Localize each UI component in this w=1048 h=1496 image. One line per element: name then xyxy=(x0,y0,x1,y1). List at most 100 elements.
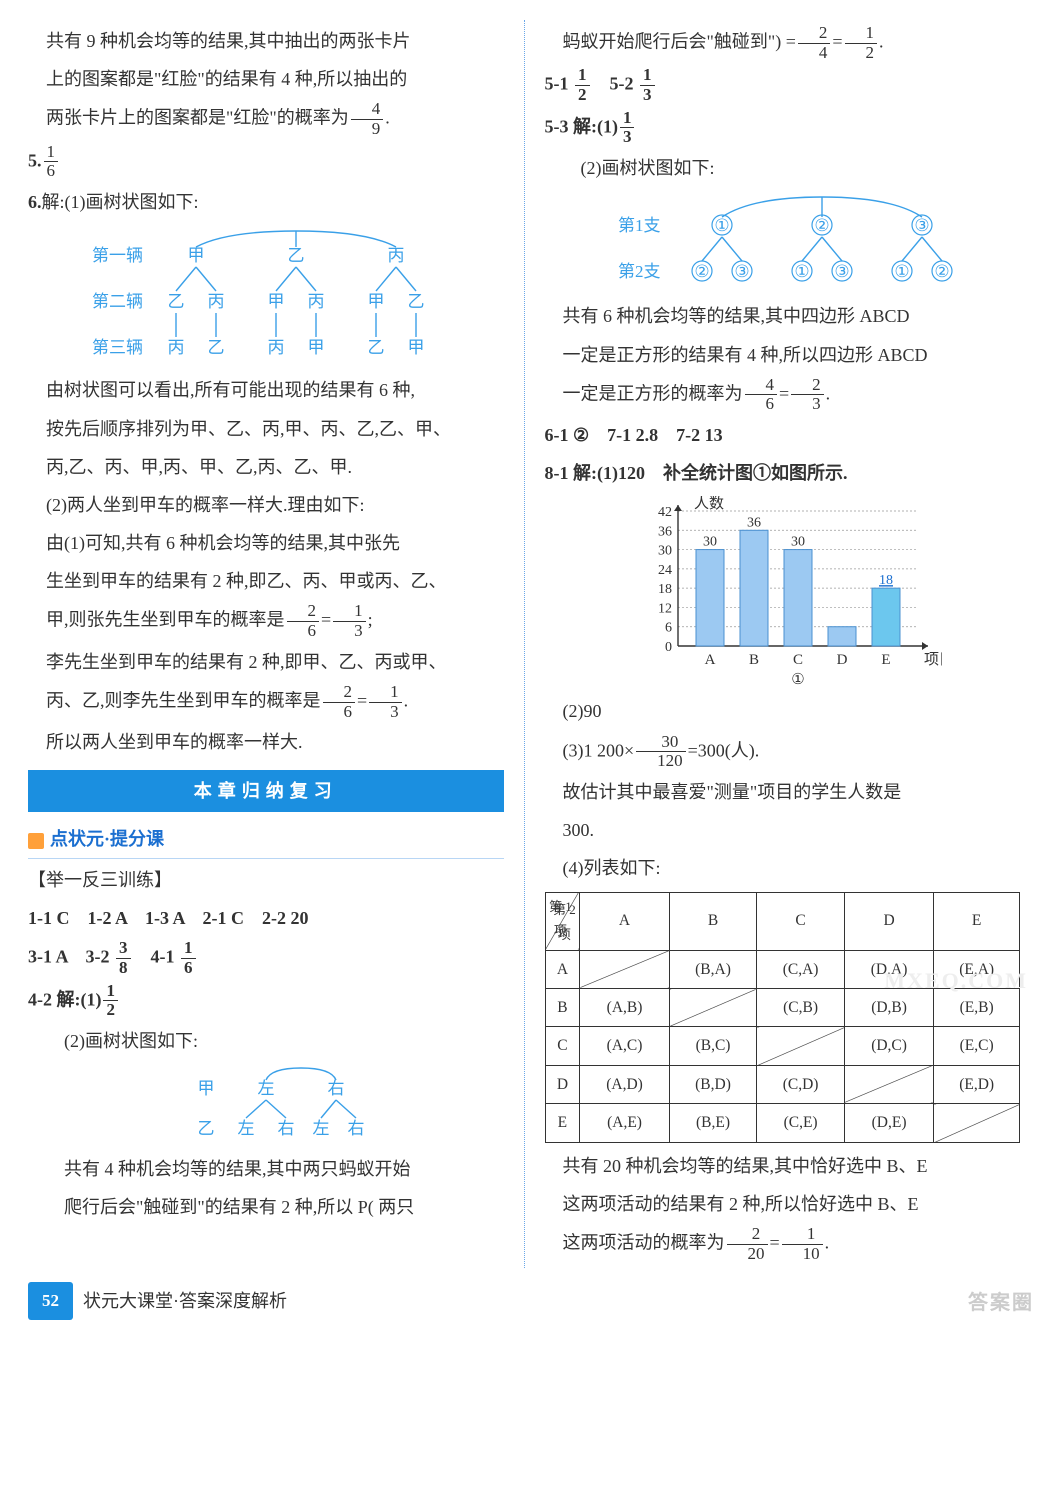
svg-text:①: ① xyxy=(715,216,730,235)
svg-text:甲: 甲 xyxy=(367,292,384,311)
left-column: 共有 9 种机会均等的结果,其中抽出的两张卡片 上的图案都是"红脸"的结果有 4… xyxy=(28,20,504,1268)
text: 由树状图可以看出,所有可能出现的结果有 6 种, xyxy=(28,373,504,407)
svg-text:乙: 乙 xyxy=(367,338,384,357)
bar-chart: 06121824303642人数A30B36C30DE18项目① xyxy=(545,496,1021,686)
text: 甲,则张先生坐到甲车的概率是26=13; xyxy=(28,602,504,640)
text: 这两项活动的概率为220=110. xyxy=(545,1225,1021,1263)
svg-text:乙: 乙 xyxy=(287,246,304,265)
page-footer: 52 状元大课堂·答案深度解析 xyxy=(28,1282,1020,1320)
text: 这两项活动的结果有 2 种,所以恰好选中 B、E xyxy=(545,1187,1021,1221)
answer-row: 8-1 解:(1)120 补全统计图①如图所示. xyxy=(545,456,1021,490)
text: 丙,乙、丙、甲,丙、甲、乙,丙、乙、甲. xyxy=(28,450,504,484)
svg-text:①: ① xyxy=(795,262,810,281)
svg-text:左: 左 xyxy=(257,1079,274,1098)
svg-text:丙: 丙 xyxy=(307,292,324,311)
svg-text:30: 30 xyxy=(703,535,717,550)
text: 蚂蚁开始爬行后会"触碰到") =24=12. xyxy=(545,24,1021,62)
text: (2)两人坐到甲车的概率一样大.理由如下: xyxy=(28,488,504,522)
svg-text:E: E xyxy=(882,652,891,668)
text: 上的图案都是"红脸"的结果有 4 种,所以抽出的 xyxy=(28,62,504,96)
svg-text:丙: 丙 xyxy=(167,338,184,357)
chapter-banner: 本章归纳复习 xyxy=(28,770,504,812)
column-divider xyxy=(524,20,525,1268)
svg-text:左: 左 xyxy=(237,1119,254,1138)
svg-text:右: 右 xyxy=(347,1119,364,1138)
svg-text:甲: 甲 xyxy=(267,292,284,311)
svg-text:甲: 甲 xyxy=(197,1079,214,1098)
answer-row: 3-1 A 3-2 38 4-1 16 xyxy=(28,939,504,977)
answer-row: 1-1 C 1-2 A 1-3 A 2-1 C 2-2 20 xyxy=(28,901,504,935)
svg-text:①: ① xyxy=(792,672,805,686)
svg-text:项目: 项目 xyxy=(924,651,942,668)
svg-text:右: 右 xyxy=(277,1119,294,1138)
watermark: MXEQ.COM xyxy=(884,960,1028,1002)
svg-text:42: 42 xyxy=(658,505,672,520)
svg-text:右: 右 xyxy=(327,1079,344,1098)
svg-text:0: 0 xyxy=(665,640,672,655)
svg-text:C: C xyxy=(793,652,803,668)
svg-text:18: 18 xyxy=(879,574,893,589)
svg-text:甲: 甲 xyxy=(187,246,204,265)
columns: 共有 9 种机会均等的结果,其中抽出的两张卡片 上的图案都是"红脸"的结果有 4… xyxy=(28,20,1020,1268)
right-column: 蚂蚁开始爬行后会"触碰到") =24=12. 5-1 12 5-2 13 5-3… xyxy=(545,20,1021,1268)
tree-svg: 第一辆 第二辆 第三辆 甲 乙 丙 乙 丙 甲 丙 甲 乙 丙 乙 xyxy=(86,225,446,365)
text: (4)列表如下: xyxy=(545,851,1021,885)
svg-text:甲: 甲 xyxy=(307,338,324,357)
answer-row: 5-3 解:(1)13 xyxy=(545,109,1021,147)
answer-row: 5-1 12 5-2 13 xyxy=(545,66,1021,104)
svg-text:24: 24 xyxy=(658,563,672,578)
answer-row: 6-1 ② 7-1 2.8 7-2 13 xyxy=(545,418,1021,452)
tree-diagram-3: 第1支 第2支 ① ② ③ ② ③ ① ③ ① ② xyxy=(545,191,1021,291)
svg-text:D: D xyxy=(837,652,848,668)
text: 李先生坐到甲车的结果有 2 种,即甲、乙、丙或甲、 xyxy=(28,645,504,679)
text: 两张卡片上的图案都是"红脸"的概率为 xyxy=(46,108,349,128)
pair-table: 第 1 项第 2 项ABCDEA(B,A)(C,A)(D,A)(E,A)B(A,… xyxy=(545,892,1021,1143)
tree-diagram-2: 甲 左 右 乙 左 右 左 右 xyxy=(28,1064,504,1144)
svg-text:第2支: 第2支 xyxy=(618,262,661,281)
text: (2)画树状图如下: xyxy=(545,151,1021,185)
text: 一定是正方形的概率为46=23. xyxy=(545,376,1021,414)
svg-text:乙: 乙 xyxy=(207,338,224,357)
svg-text:12: 12 xyxy=(658,602,672,617)
svg-text:②: ② xyxy=(815,216,830,235)
svg-text:乙: 乙 xyxy=(197,1119,214,1138)
text: (2)90 xyxy=(545,694,1021,728)
svg-text:18: 18 xyxy=(658,583,672,598)
section-icon xyxy=(28,833,44,849)
svg-text:36: 36 xyxy=(747,516,761,531)
svg-text:②: ② xyxy=(935,262,950,281)
fraction: 16 xyxy=(44,143,59,181)
watermark: 答案圈 xyxy=(968,1284,1034,1322)
text: 300. xyxy=(545,813,1021,847)
text: 两张卡片上的图案都是"红脸"的概率为49. xyxy=(28,100,504,138)
svg-text:乙: 乙 xyxy=(407,292,424,311)
text: 所以两人坐到甲车的概率一样大. xyxy=(28,725,504,759)
text: (2)画树状图如下: xyxy=(28,1024,504,1058)
svg-text:①: ① xyxy=(895,262,910,281)
tree-diagram-1: 第一辆 第二辆 第三辆 甲 乙 丙 乙 丙 甲 丙 甲 乙 丙 乙 xyxy=(28,225,504,365)
svg-text:36: 36 xyxy=(658,525,672,540)
text: 爬行后会"触碰到"的结果有 2 种,所以 P( 两只 xyxy=(28,1190,504,1224)
text: (3)1 200×30120=300(人). xyxy=(545,733,1021,771)
svg-text:人数: 人数 xyxy=(694,496,724,512)
svg-text:③: ③ xyxy=(835,262,850,281)
text: 共有 9 种机会均等的结果,其中抽出的两张卡片 xyxy=(28,24,504,58)
text: 生坐到甲车的结果有 2 种,即乙、丙、甲或丙、乙、 xyxy=(28,564,504,598)
svg-text:第三辆: 第三辆 xyxy=(92,338,143,357)
text: 共有 6 种机会均等的结果,其中四边形 ABCD xyxy=(545,299,1021,333)
svg-text:B: B xyxy=(749,652,759,668)
svg-text:③: ③ xyxy=(735,262,750,281)
svg-text:左: 左 xyxy=(312,1119,329,1138)
svg-text:乙: 乙 xyxy=(167,292,184,311)
svg-text:丙: 丙 xyxy=(207,292,224,311)
answer-row: 4-2 解:(1)12 xyxy=(28,982,504,1020)
svg-text:甲: 甲 xyxy=(407,338,424,357)
svg-text:②: ② xyxy=(695,262,710,281)
svg-text:丙: 丙 xyxy=(267,338,284,357)
svg-text:第二辆: 第二辆 xyxy=(92,292,143,311)
svg-text:第一辆: 第一辆 xyxy=(92,246,143,265)
train-header: 【举一反三训练】 xyxy=(28,863,504,897)
svg-text:丙: 丙 xyxy=(387,246,404,265)
svg-text:第1支: 第1支 xyxy=(618,216,661,235)
text: 按先后顺序排列为甲、乙、丙,甲、丙、乙,乙、甲、 xyxy=(28,412,504,446)
